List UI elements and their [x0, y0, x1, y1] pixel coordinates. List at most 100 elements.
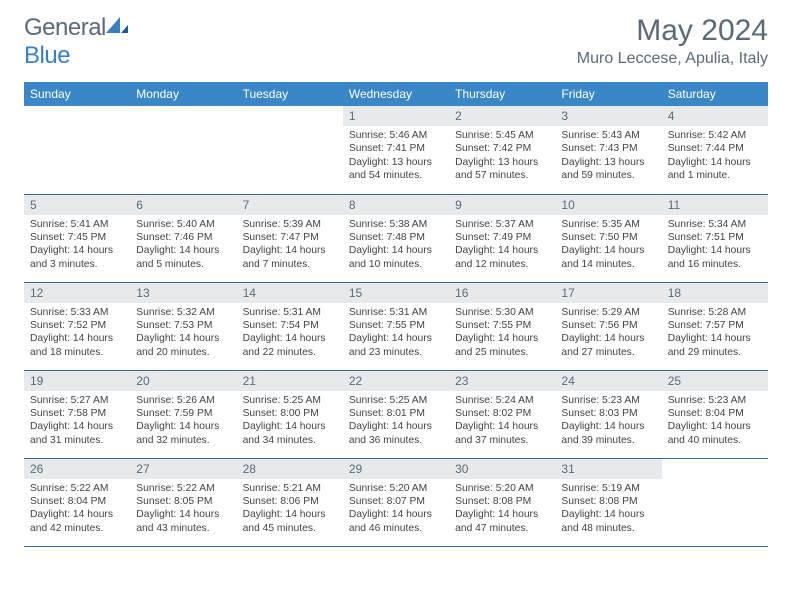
day-body: Sunrise: 5:46 AMSunset: 7:41 PMDaylight:… [343, 126, 449, 189]
daylight-line: Daylight: 14 hours and 34 minutes. [243, 420, 337, 447]
day-number: 13 [130, 283, 236, 303]
day-number: 10 [555, 195, 661, 215]
location-text: Muro Leccese, Apulia, Italy [577, 50, 768, 68]
calendar-body: 1Sunrise: 5:46 AMSunset: 7:41 PMDaylight… [24, 106, 768, 546]
day-number: 21 [237, 371, 343, 391]
daylight-line: Daylight: 14 hours and 7 minutes. [243, 244, 337, 271]
sunrise-line: Sunrise: 5:33 AM [30, 306, 124, 319]
sunrise-line: Sunrise: 5:26 AM [136, 394, 230, 407]
sunrise-line: Sunrise: 5:31 AM [349, 306, 443, 319]
day-cell: 29Sunrise: 5:20 AMSunset: 8:07 PMDayligh… [343, 458, 449, 546]
day-number: 8 [343, 195, 449, 215]
daylight-line: Daylight: 14 hours and 5 minutes. [136, 244, 230, 271]
daylight-line: Daylight: 14 hours and 46 minutes. [349, 508, 443, 535]
day-body: Sunrise: 5:23 AMSunset: 8:03 PMDaylight:… [555, 391, 661, 454]
day-body: Sunrise: 5:26 AMSunset: 7:59 PMDaylight:… [130, 391, 236, 454]
day-number: 2 [449, 106, 555, 126]
sunrise-line: Sunrise: 5:40 AM [136, 218, 230, 231]
sunset-line: Sunset: 7:43 PM [561, 142, 655, 155]
day-number: 23 [449, 371, 555, 391]
day-cell: 2Sunrise: 5:45 AMSunset: 7:42 PMDaylight… [449, 106, 555, 194]
day-cell: 27Sunrise: 5:22 AMSunset: 8:05 PMDayligh… [130, 458, 236, 546]
day-number: 24 [555, 371, 661, 391]
calendar-table: SundayMondayTuesdayWednesdayThursdayFrid… [24, 82, 768, 547]
sunset-line: Sunset: 8:00 PM [243, 407, 337, 420]
day-number: 4 [662, 106, 768, 126]
day-number: 30 [449, 459, 555, 479]
sunrise-line: Sunrise: 5:25 AM [349, 394, 443, 407]
daylight-line: Daylight: 14 hours and 36 minutes. [349, 420, 443, 447]
sunrise-line: Sunrise: 5:46 AM [349, 129, 443, 142]
sunrise-line: Sunrise: 5:23 AM [561, 394, 655, 407]
day-cell: 3Sunrise: 5:43 AMSunset: 7:43 PMDaylight… [555, 106, 661, 194]
sunrise-line: Sunrise: 5:19 AM [561, 482, 655, 495]
sunrise-line: Sunrise: 5:22 AM [136, 482, 230, 495]
day-cell: 20Sunrise: 5:26 AMSunset: 7:59 PMDayligh… [130, 370, 236, 458]
sunset-line: Sunset: 7:45 PM [30, 231, 124, 244]
day-number: 17 [555, 283, 661, 303]
sunrise-line: Sunrise: 5:20 AM [455, 482, 549, 495]
day-header: Thursday [449, 82, 555, 106]
daylight-line: Daylight: 14 hours and 47 minutes. [455, 508, 549, 535]
day-header: Wednesday [343, 82, 449, 106]
sunset-line: Sunset: 7:53 PM [136, 319, 230, 332]
daylight-line: Daylight: 14 hours and 1 minute. [668, 156, 762, 183]
day-number: 9 [449, 195, 555, 215]
day-cell: 6Sunrise: 5:40 AMSunset: 7:46 PMDaylight… [130, 194, 236, 282]
empty-cell [662, 458, 768, 546]
day-header: Saturday [662, 82, 768, 106]
day-header: Friday [555, 82, 661, 106]
daylight-line: Daylight: 14 hours and 27 minutes. [561, 332, 655, 359]
sunset-line: Sunset: 7:50 PM [561, 231, 655, 244]
day-cell: 1Sunrise: 5:46 AMSunset: 7:41 PMDaylight… [343, 106, 449, 194]
day-cell: 4Sunrise: 5:42 AMSunset: 7:44 PMDaylight… [662, 106, 768, 194]
sunrise-line: Sunrise: 5:29 AM [561, 306, 655, 319]
day-number: 27 [130, 459, 236, 479]
day-body: Sunrise: 5:20 AMSunset: 8:08 PMDaylight:… [449, 479, 555, 542]
daylight-line: Daylight: 14 hours and 3 minutes. [30, 244, 124, 271]
day-cell: 7Sunrise: 5:39 AMSunset: 7:47 PMDaylight… [237, 194, 343, 282]
day-body: Sunrise: 5:33 AMSunset: 7:52 PMDaylight:… [24, 303, 130, 366]
sunset-line: Sunset: 8:04 PM [668, 407, 762, 420]
daylight-line: Daylight: 14 hours and 10 minutes. [349, 244, 443, 271]
day-header: Sunday [24, 82, 130, 106]
day-body: Sunrise: 5:30 AMSunset: 7:55 PMDaylight:… [449, 303, 555, 366]
sunset-line: Sunset: 7:54 PM [243, 319, 337, 332]
day-cell: 5Sunrise: 5:41 AMSunset: 7:45 PMDaylight… [24, 194, 130, 282]
day-body: Sunrise: 5:25 AMSunset: 8:00 PMDaylight:… [237, 391, 343, 454]
day-body: Sunrise: 5:22 AMSunset: 8:04 PMDaylight:… [24, 479, 130, 542]
day-body: Sunrise: 5:38 AMSunset: 7:48 PMDaylight:… [343, 215, 449, 278]
day-body: Sunrise: 5:39 AMSunset: 7:47 PMDaylight:… [237, 215, 343, 278]
day-header: Tuesday [237, 82, 343, 106]
week-row: 19Sunrise: 5:27 AMSunset: 7:58 PMDayligh… [24, 370, 768, 458]
sunrise-line: Sunrise: 5:20 AM [349, 482, 443, 495]
daylight-line: Daylight: 14 hours and 23 minutes. [349, 332, 443, 359]
sunset-line: Sunset: 7:57 PM [668, 319, 762, 332]
day-body: Sunrise: 5:21 AMSunset: 8:06 PMDaylight:… [237, 479, 343, 542]
week-row: 26Sunrise: 5:22 AMSunset: 8:04 PMDayligh… [24, 458, 768, 546]
daylight-line: Daylight: 14 hours and 12 minutes. [455, 244, 549, 271]
week-row: 12Sunrise: 5:33 AMSunset: 7:52 PMDayligh… [24, 282, 768, 370]
sunset-line: Sunset: 8:04 PM [30, 495, 124, 508]
sunset-line: Sunset: 7:55 PM [349, 319, 443, 332]
sunset-line: Sunset: 7:47 PM [243, 231, 337, 244]
sunrise-line: Sunrise: 5:27 AM [30, 394, 124, 407]
day-cell: 30Sunrise: 5:20 AMSunset: 8:08 PMDayligh… [449, 458, 555, 546]
logo: General Blue [24, 14, 128, 70]
sunset-line: Sunset: 8:02 PM [455, 407, 549, 420]
day-number: 25 [662, 371, 768, 391]
sunrise-line: Sunrise: 5:22 AM [30, 482, 124, 495]
day-cell: 10Sunrise: 5:35 AMSunset: 7:50 PMDayligh… [555, 194, 661, 282]
daylight-line: Daylight: 13 hours and 59 minutes. [561, 156, 655, 183]
day-cell: 31Sunrise: 5:19 AMSunset: 8:08 PMDayligh… [555, 458, 661, 546]
logo-text: General Blue [24, 14, 128, 70]
sunset-line: Sunset: 8:07 PM [349, 495, 443, 508]
sunrise-line: Sunrise: 5:41 AM [30, 218, 124, 231]
page-title: May 2024 [577, 14, 768, 48]
sunrise-line: Sunrise: 5:39 AM [243, 218, 337, 231]
day-body: Sunrise: 5:20 AMSunset: 8:07 PMDaylight:… [343, 479, 449, 542]
sunset-line: Sunset: 7:56 PM [561, 319, 655, 332]
daylight-line: Daylight: 14 hours and 25 minutes. [455, 332, 549, 359]
day-cell: 23Sunrise: 5:24 AMSunset: 8:02 PMDayligh… [449, 370, 555, 458]
day-body: Sunrise: 5:29 AMSunset: 7:56 PMDaylight:… [555, 303, 661, 366]
